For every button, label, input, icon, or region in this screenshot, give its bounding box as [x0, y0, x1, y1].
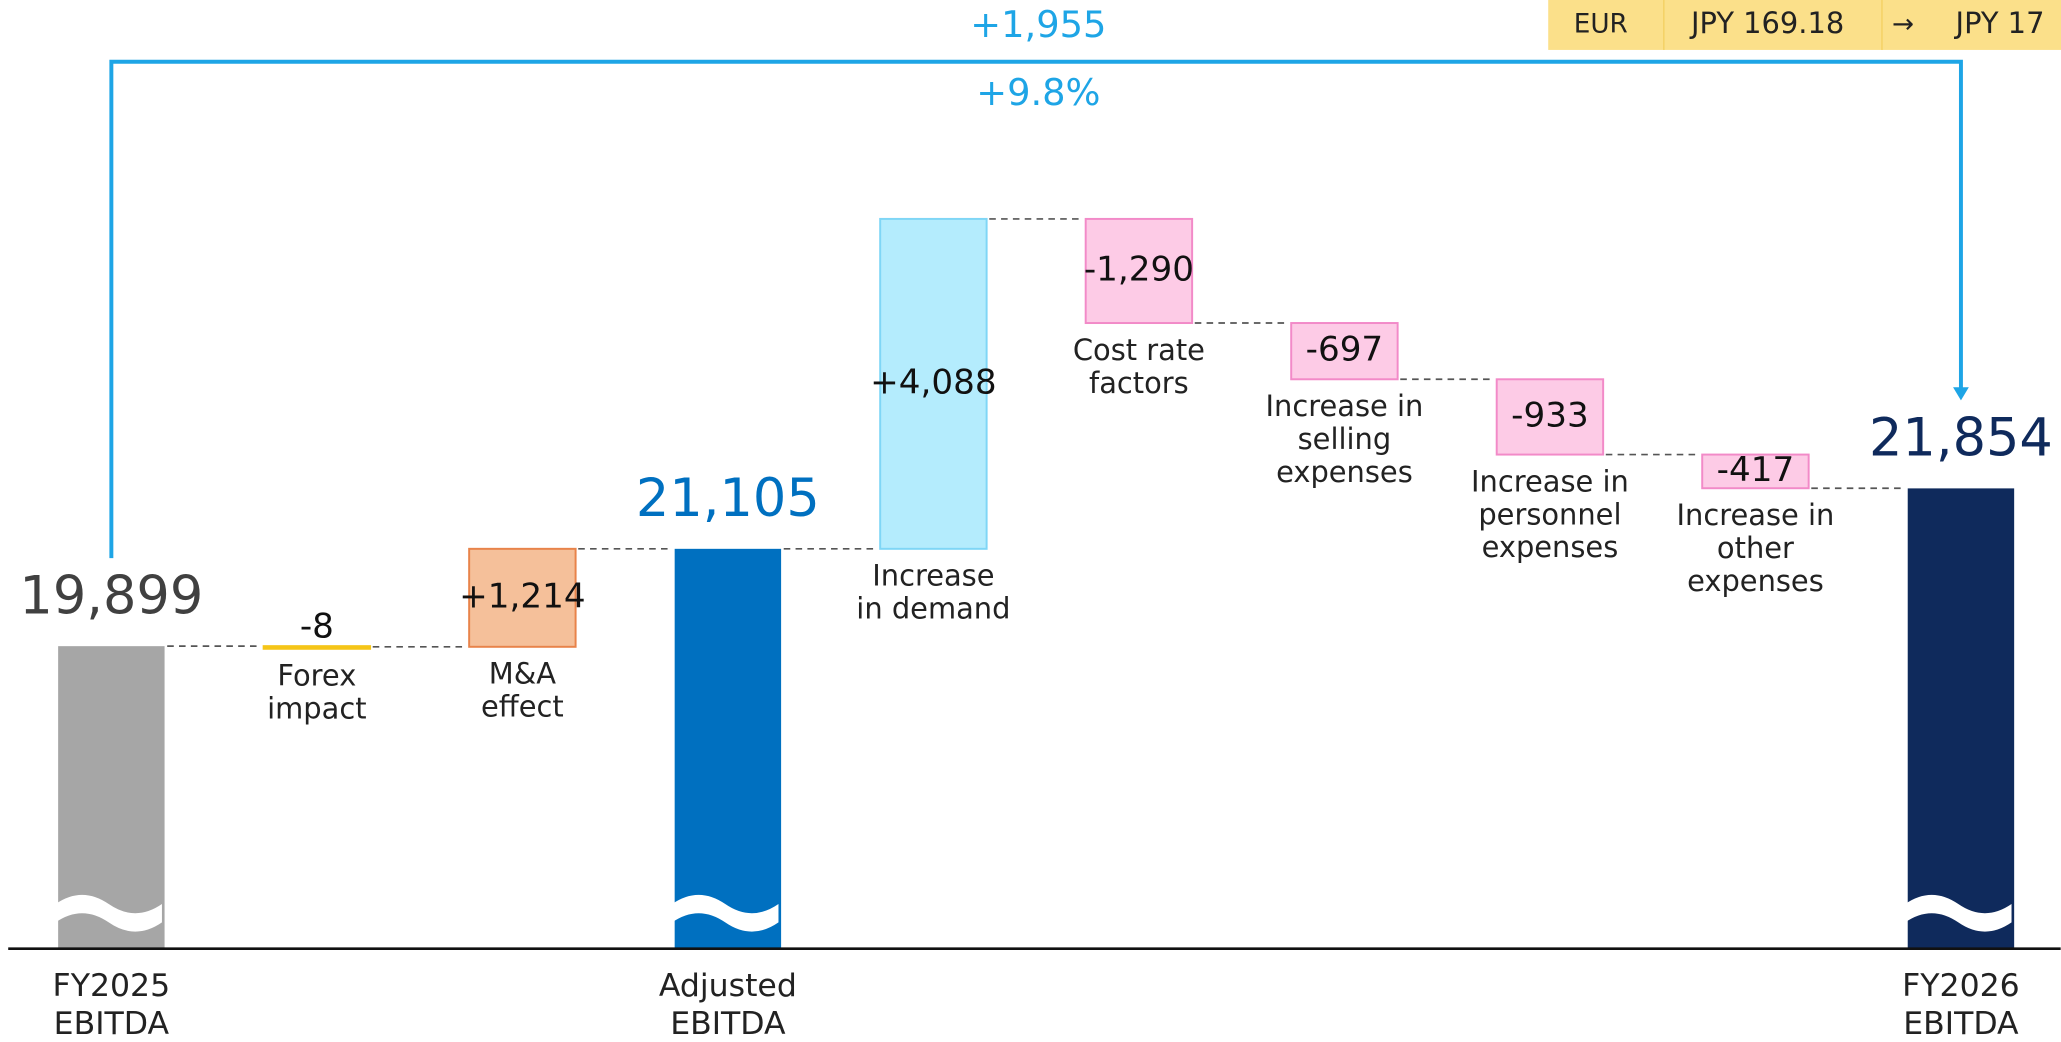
category-label: expenses	[1482, 530, 1619, 564]
delta-bar	[1701, 453, 1810, 490]
category-label: Increase in	[1266, 389, 1424, 423]
category-label: M&A	[489, 657, 556, 691]
category-label: personnel	[1478, 497, 1621, 531]
category-label: Increase	[872, 559, 994, 593]
category-label: Increase in	[1471, 464, 1629, 498]
category-label: selling	[1298, 422, 1392, 456]
change-arrow	[1953, 387, 1969, 401]
category-label: Increase in	[1677, 498, 1835, 532]
value-label: -1,290	[1084, 249, 1194, 289]
category-label: Cost rate	[1073, 333, 1205, 367]
category-label: impact	[267, 692, 366, 726]
value-label: +4,088	[870, 362, 996, 402]
fx-box	[1548, 0, 2061, 50]
category-label: expenses	[1687, 564, 1824, 598]
category-label: Forex	[277, 659, 356, 693]
delta-bar	[1290, 322, 1399, 381]
delta-bar	[1084, 217, 1194, 325]
category-label: Adjusted	[659, 968, 797, 1004]
axis-break	[1905, 894, 2012, 932]
total-label: 21,105	[636, 468, 820, 529]
category-label: EBITDA	[670, 1006, 786, 1042]
delta-bar	[879, 217, 988, 550]
axis-break	[55, 894, 162, 932]
category-label: in demand	[856, 592, 1010, 626]
total-label: 19,899	[19, 565, 203, 626]
axis-break	[672, 894, 779, 932]
delta-bar	[468, 547, 577, 648]
change-bracket	[109, 59, 1963, 559]
category-label: other	[1717, 531, 1794, 565]
fx-currency: EUR	[1574, 9, 1628, 39]
value-label: -417	[1717, 450, 1795, 490]
total-bar	[1907, 488, 2015, 949]
category-label: FY2025	[53, 968, 171, 1004]
value-label: -697	[1306, 330, 1384, 370]
fx-arrow: →	[1892, 9, 1914, 39]
category-label: effect	[481, 690, 564, 724]
value-label: -8	[300, 606, 334, 646]
category-label: factors	[1089, 366, 1189, 400]
total-label: 21,854	[1869, 408, 2053, 469]
fx-to: JPY 17	[1954, 6, 2045, 40]
fx-from: JPY 169.18	[1689, 6, 1844, 40]
category-label: EBITDA	[54, 1006, 170, 1042]
category-label: expenses	[1276, 455, 1413, 489]
change-pct-label: +9.8%	[976, 71, 1100, 114]
delta-bar	[262, 645, 372, 650]
delta-bar	[1495, 378, 1605, 456]
total-bar	[674, 548, 782, 949]
category-label: EBITDA	[1903, 1006, 2019, 1042]
value-label: +1,214	[459, 576, 585, 616]
category-label: FY2026	[1902, 968, 2020, 1004]
value-label: -933	[1511, 395, 1589, 435]
change-label: +1,955	[970, 3, 1106, 46]
